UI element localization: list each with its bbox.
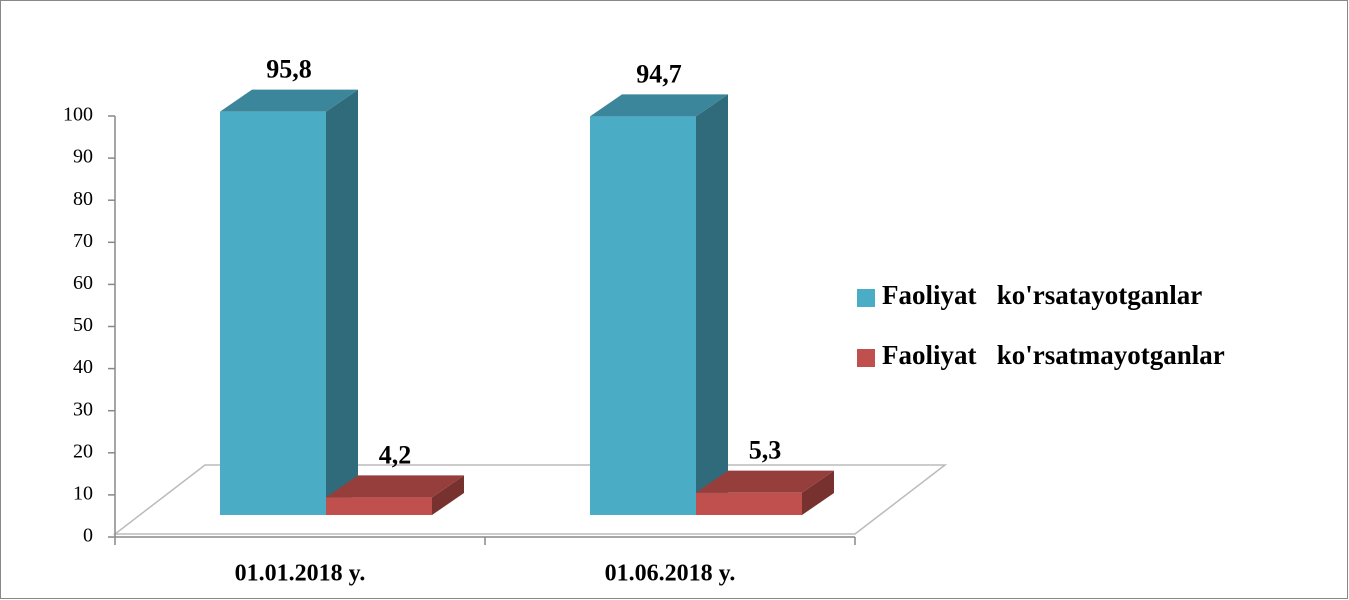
y-tick-label: 30 [73, 398, 93, 420]
bar-side [802, 470, 834, 515]
x-tick-label: 01.01.2018 y. [235, 561, 366, 587]
y-tick-label: 20 [73, 440, 93, 462]
y-tick-label: 0 [83, 525, 93, 547]
bar-top [326, 475, 464, 498]
legend-swatch [857, 289, 875, 307]
bar-front [696, 492, 802, 515]
y-tick-label: 80 [73, 188, 93, 210]
floor [112, 464, 948, 535]
legend-label: Faoliyat ko'rsatmayotganlar [882, 340, 1225, 370]
value-label: 94,7 [636, 59, 682, 88]
bar-side [326, 89, 358, 515]
y-tick-label: 50 [73, 314, 93, 336]
legend-swatch [857, 349, 875, 367]
bar-front [590, 116, 696, 516]
bar-side [432, 475, 464, 515]
y-tick-label: 90 [73, 146, 93, 168]
bar-front [326, 497, 432, 515]
y-tick-label: 10 [73, 482, 93, 504]
bar-top [696, 470, 834, 493]
legend-label: Faoliyat ko'rsatayotganlar [882, 280, 1202, 310]
bar-front [220, 111, 326, 515]
value-label: 4,2 [379, 440, 412, 469]
y-tick-label: 100 [63, 104, 93, 126]
y-tick-label: 70 [73, 230, 93, 252]
bar-top [590, 94, 728, 117]
bar-top [220, 89, 358, 112]
y-tick-label: 40 [73, 356, 93, 378]
value-label: 95,8 [266, 55, 312, 84]
y-tick-label: 60 [73, 272, 93, 294]
bar-side [696, 94, 728, 516]
x-tick-label: 01.06.2018 y. [605, 561, 736, 587]
value-label: 5,3 [749, 436, 782, 465]
